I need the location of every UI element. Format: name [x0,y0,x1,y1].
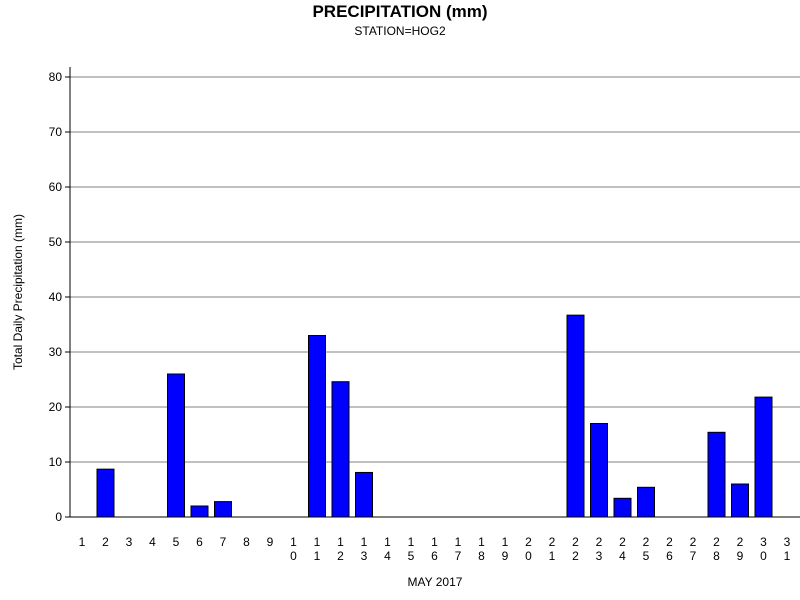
bar [167,373,185,518]
bars [96,314,773,518]
x-tick-label: 2 [102,535,109,549]
bar [637,486,655,518]
x-tick-label: 5 [173,535,180,549]
y-tick-label: 10 [49,455,63,469]
y-tick-label: 80 [49,70,63,84]
y-tick-label: 0 [55,510,62,524]
bar [707,431,726,518]
y-tick-label: 40 [49,290,63,304]
bar [214,501,232,518]
x-tick-labels: 1 2 3 4 5 6 7 8 9 1 01 11 21 31 41 51 61 71 81 92 02 12 22 32 42… [79,535,791,563]
bar [331,381,350,518]
y-axis-label: Total Daily Precipitation (mm) [11,214,25,370]
chart-title: PRECIPITATION (mm) [312,2,487,21]
x-tick-label: 8 [243,535,250,549]
bar [566,314,585,518]
x-tick-label: 7 [220,535,227,549]
y-tick-label: 50 [49,235,63,249]
x-tick-label: 4 [149,535,156,549]
bar [190,505,209,518]
y-tick-label: 60 [49,180,63,194]
bar [590,423,608,518]
bar [96,468,115,518]
y-tick-label: 20 [49,400,63,414]
bar [355,471,373,518]
y-tick-label: 30 [49,345,63,359]
x-tick-label: 9 [267,535,274,549]
y-tick-labels: 0 10 20 30 40 50 60 70 80 [49,70,70,524]
x-tick-label: 3 [126,535,133,549]
bar [731,483,749,518]
x-axis-label: MAY 2017 [408,575,463,589]
gridlines [70,76,800,463]
bar [613,497,632,518]
x-tick-label: 1 [79,535,86,549]
x-tick-label: 6 [196,535,203,549]
axes [69,67,800,518]
bar [308,335,326,518]
y-tick-label: 70 [49,125,63,139]
chart-subtitle: STATION=HOG2 [354,24,446,38]
bar [754,396,773,518]
